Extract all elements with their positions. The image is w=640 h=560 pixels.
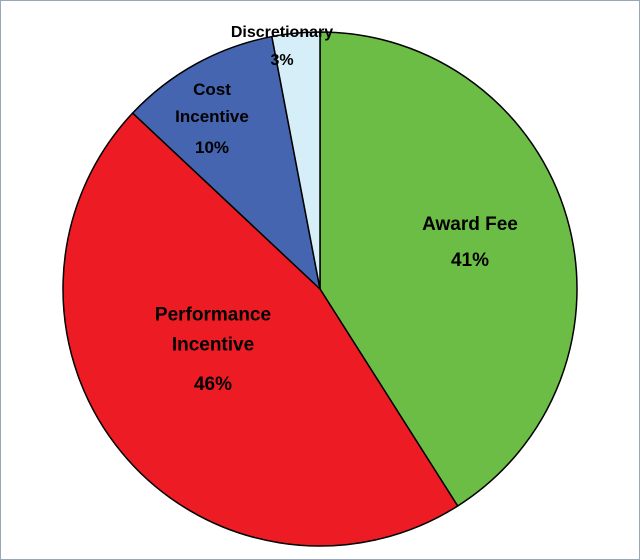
pie-slice [62,112,459,547]
pie-slice [270,31,321,290]
slice-label: Discretionary [230,24,334,42]
slice-value-label: 10% [194,138,230,157]
slice-label: Award Fee [422,213,518,235]
slice-value-label: 3% [270,52,294,69]
slice-value-label: 46% [193,374,233,395]
pie-slice [131,35,322,292]
slice-label: Cost Incentive [175,79,249,126]
slice-label: Performance Incentive [154,304,272,356]
slice-value-label: 41% [450,250,490,271]
pie-slice [319,31,578,508]
